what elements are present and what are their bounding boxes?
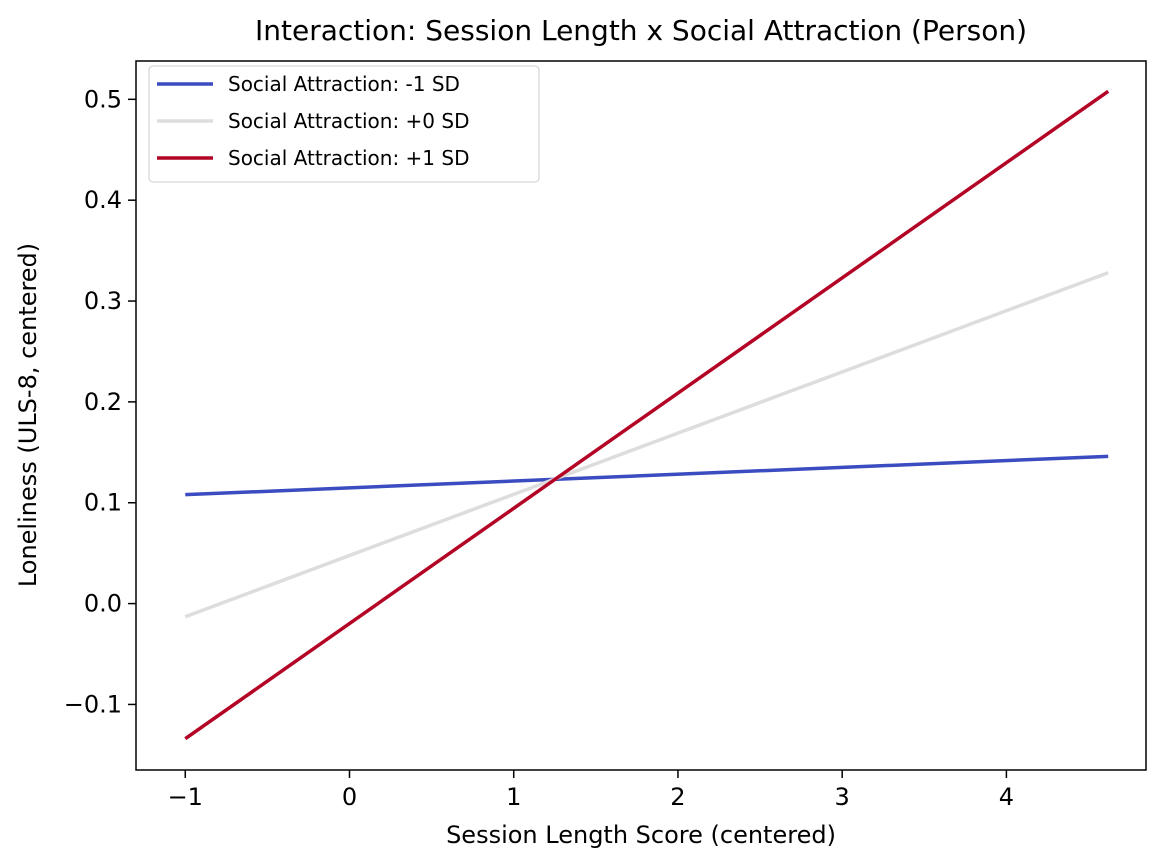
axes-frame [135, 60, 1147, 771]
chart-title: Interaction: Session Length x Social Att… [255, 14, 1027, 47]
legend-label-1: Social Attraction: +0 SD [228, 109, 469, 133]
y-tick-label: 0.5 [84, 85, 122, 113]
axis-ticks: −1 0 1 2 3 4 −0.1 0.0 0.1 0.2 0.3 0.4 0.5 [64, 85, 1014, 811]
legend: Social Attraction: -1 SD Social Attractio… [148, 65, 540, 183]
y-tick-label: 0.4 [84, 186, 122, 214]
y-tick-label: 0.3 [84, 287, 122, 315]
x-tick-label: 0 [342, 783, 357, 811]
legend-label-0: Social Attraction: -1 SD [228, 72, 460, 96]
y-tick-label: 0.1 [84, 489, 122, 517]
x-tick-label: −1 [168, 783, 203, 811]
x-tick-label: 4 [999, 783, 1014, 811]
series-line-2 [184, 89, 1110, 741]
plot-area [184, 89, 1110, 741]
x-tick-label: 3 [835, 783, 850, 811]
x-axis-label: Session Length Score (centered) [446, 821, 836, 849]
series-line-1 [184, 271, 1109, 619]
y-tick-label: 0.0 [84, 590, 122, 618]
y-tick-label: 0.2 [84, 388, 122, 416]
y-tick-label: −0.1 [64, 690, 122, 718]
series-line-0 [185, 454, 1109, 497]
legend-box [148, 65, 540, 183]
x-tick-label: 2 [670, 783, 685, 811]
legend-label-2: Social Attraction: +1 SD [228, 146, 469, 170]
y-axis-label: Loneliness (ULS-8, centered) [14, 243, 42, 587]
x-tick-label: 1 [506, 783, 521, 811]
